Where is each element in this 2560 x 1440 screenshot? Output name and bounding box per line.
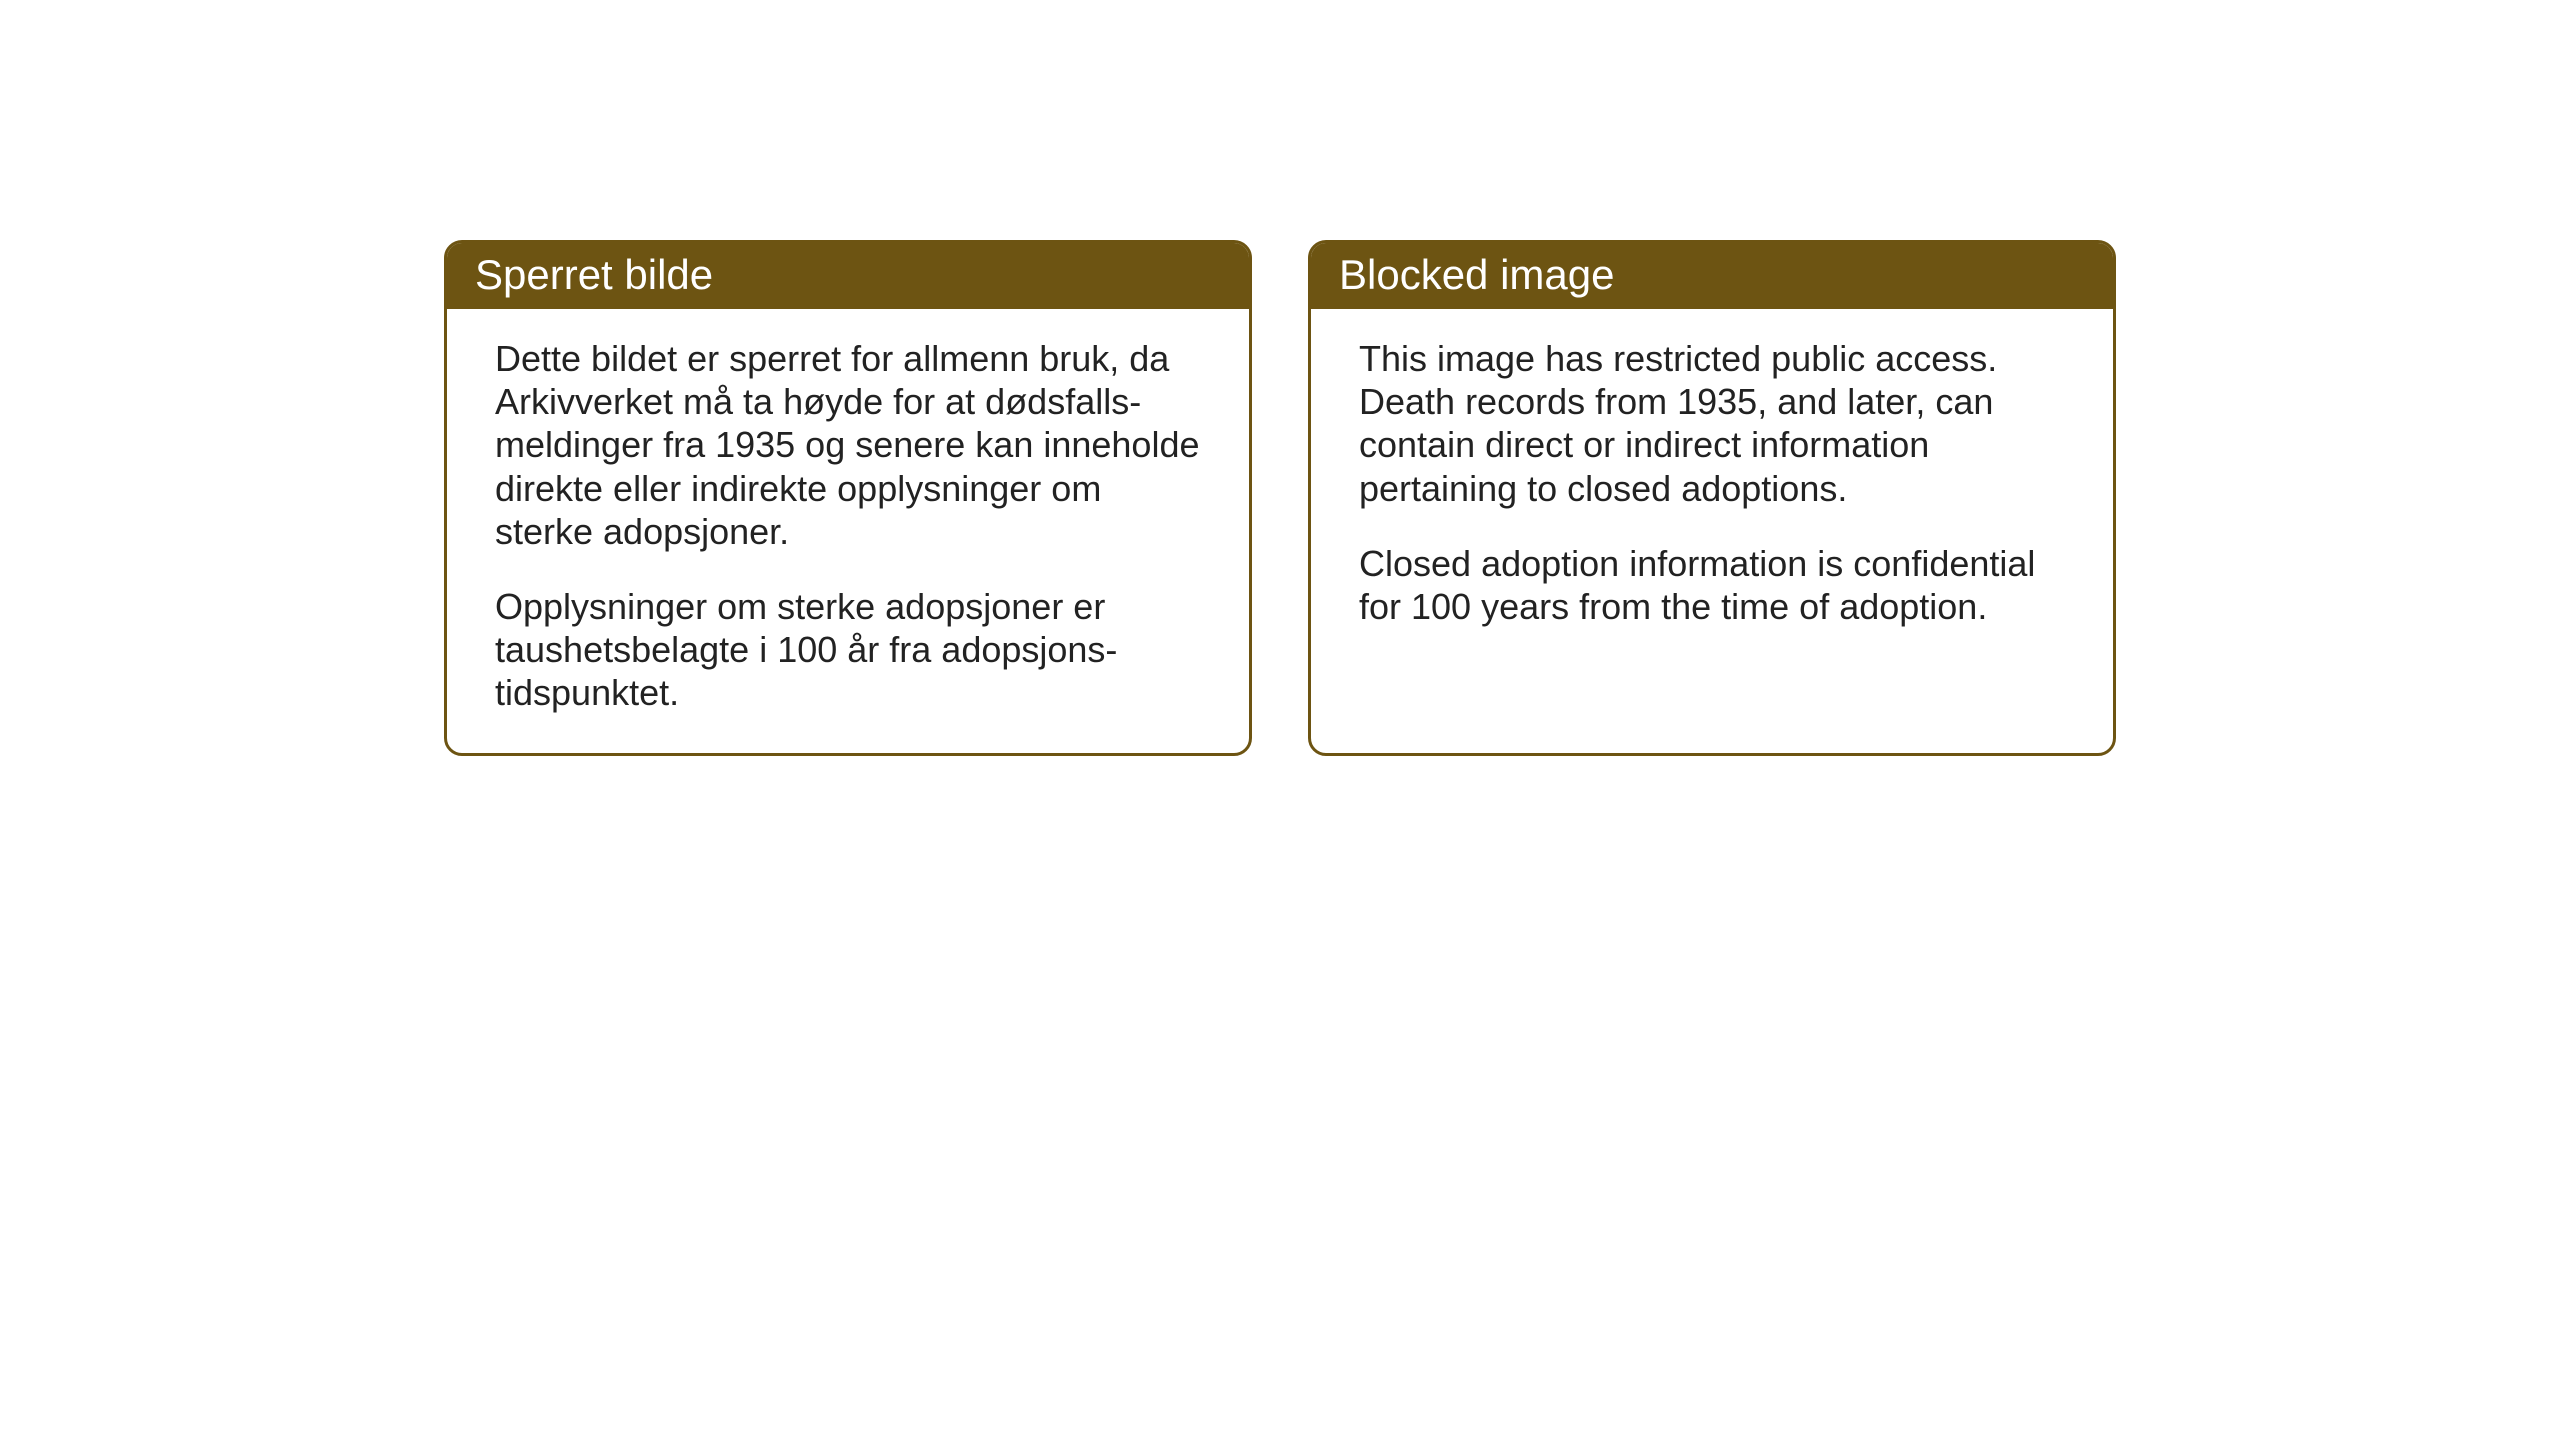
notice-card-norwegian: Sperret bilde Dette bildet er sperret fo… (444, 240, 1252, 756)
card-title-english: Blocked image (1339, 251, 1614, 298)
card-paragraph-english-1: This image has restricted public access.… (1359, 337, 2065, 510)
card-paragraph-english-2: Closed adoption information is confident… (1359, 542, 2065, 628)
notice-card-english: Blocked image This image has restricted … (1308, 240, 2116, 756)
card-body-norwegian: Dette bildet er sperret for allmenn bruk… (447, 309, 1249, 753)
notice-container: Sperret bilde Dette bildet er sperret fo… (444, 240, 2116, 756)
card-header-norwegian: Sperret bilde (447, 243, 1249, 309)
card-title-norwegian: Sperret bilde (475, 251, 713, 298)
card-paragraph-norwegian-2: Opplysninger om sterke adopsjoner er tau… (495, 585, 1201, 715)
card-body-english: This image has restricted public access.… (1311, 309, 2113, 666)
card-header-english: Blocked image (1311, 243, 2113, 309)
card-paragraph-norwegian-1: Dette bildet er sperret for allmenn bruk… (495, 337, 1201, 553)
